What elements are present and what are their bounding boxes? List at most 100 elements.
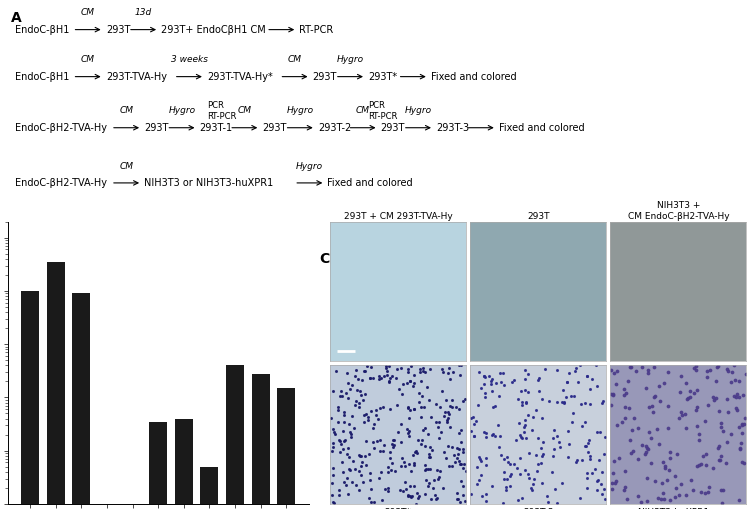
X-axis label: 293T-3: 293T-3	[523, 508, 553, 509]
Text: Hygro: Hygro	[168, 106, 195, 116]
Text: 293T+ EndoCβH1 CM: 293T+ EndoCβH1 CM	[161, 24, 266, 35]
Text: CM: CM	[119, 162, 133, 171]
Bar	[201, 467, 219, 509]
Point	[627, 262, 639, 270]
Point	[632, 163, 644, 171]
Point	[417, 102, 429, 110]
Point	[417, 415, 429, 423]
Point	[718, 77, 730, 86]
Point	[596, 38, 608, 46]
Point	[669, 87, 681, 95]
Text: CM: CM	[356, 106, 370, 116]
Text: Hygro: Hygro	[405, 106, 432, 116]
Point	[689, 298, 701, 306]
Text: Hygro: Hygro	[337, 55, 364, 64]
Point	[574, 125, 586, 133]
Text: 293T: 293T	[381, 123, 405, 133]
Point	[537, 343, 549, 351]
Point	[677, 73, 689, 81]
Text: EndoC-βH1: EndoC-βH1	[15, 72, 69, 81]
Text: C: C	[320, 252, 330, 266]
Point	[633, 37, 645, 45]
Text: Fixed and colored: Fixed and colored	[327, 178, 413, 188]
Text: Fixed and colored: Fixed and colored	[431, 72, 516, 81]
Point	[638, 355, 650, 363]
Point	[716, 238, 728, 246]
Text: 293T: 293T	[106, 24, 130, 35]
Point	[750, 151, 754, 159]
Title: NIH3T3 +
CM EndoC-βH2-TVA-Hy: NIH3T3 + CM EndoC-βH2-TVA-Hy	[627, 202, 729, 221]
Point	[676, 344, 688, 352]
Point	[671, 404, 683, 412]
Point	[670, 0, 682, 5]
Point	[559, 115, 572, 123]
Point	[723, 218, 735, 226]
Point	[686, 239, 698, 247]
Text: Hygro: Hygro	[296, 162, 323, 171]
Text: EndoC-βH2-TVA-Hy: EndoC-βH2-TVA-Hy	[15, 178, 107, 188]
Point	[678, 13, 690, 21]
Point	[619, 18, 631, 26]
Text: 293T: 293T	[144, 123, 169, 133]
Text: 3 weeks: 3 weeks	[171, 55, 208, 64]
Point	[539, 196, 551, 204]
Point	[423, 420, 435, 429]
Bar	[252, 375, 269, 509]
Text: CM: CM	[81, 55, 95, 64]
Point	[562, 4, 574, 12]
Text: PCR
RT-PCR: PCR RT-PCR	[207, 101, 237, 121]
Point	[590, 253, 602, 261]
Text: A: A	[11, 11, 22, 25]
Point	[495, 51, 507, 59]
Bar	[47, 262, 65, 509]
Point	[538, 262, 550, 270]
Point	[406, 244, 418, 252]
Text: Fixed and colored: Fixed and colored	[499, 123, 584, 133]
Bar	[226, 365, 244, 509]
Bar	[72, 293, 90, 509]
Point	[614, 209, 626, 217]
Point	[703, 45, 715, 53]
Text: 293T*: 293T*	[368, 72, 397, 81]
Bar	[21, 291, 39, 509]
Text: RT-PCR: RT-PCR	[299, 24, 334, 35]
Point	[513, 229, 525, 237]
Bar	[175, 418, 193, 509]
Bar	[149, 421, 167, 509]
Point	[697, 152, 709, 160]
Point	[471, 353, 483, 361]
Point	[729, 267, 741, 275]
Text: NIH3T3 or NIH3T3-huXPR1: NIH3T3 or NIH3T3-huXPR1	[144, 178, 274, 188]
Point	[615, 8, 627, 16]
Text: CM: CM	[288, 55, 302, 64]
Title: 293T: 293T	[527, 212, 550, 221]
Text: Hygro: Hygro	[287, 106, 314, 116]
Title: 293T + CM 293T-TVA-Hy: 293T + CM 293T-TVA-Hy	[344, 212, 452, 221]
Point	[673, 172, 685, 180]
Point	[592, 228, 604, 236]
Text: 13d: 13d	[135, 8, 152, 17]
Bar	[124, 504, 142, 509]
Point	[651, 127, 663, 135]
Point	[409, 350, 421, 358]
Text: EndoC-βH1: EndoC-βH1	[15, 24, 69, 35]
Point	[661, 0, 673, 6]
Text: EndoC-βH2-TVA-Hy: EndoC-βH2-TVA-Hy	[15, 123, 107, 133]
Point	[706, 0, 719, 7]
Point	[471, 304, 483, 313]
X-axis label: 293T*: 293T*	[385, 508, 412, 509]
Point	[656, 307, 668, 316]
Point	[508, 136, 520, 144]
Text: CM: CM	[81, 8, 95, 17]
Text: 293T-2: 293T-2	[318, 123, 351, 133]
Point	[418, 165, 430, 174]
X-axis label: NIH3T3-huXPR1 +
CM EndoC-βH2-TVA-Hy: NIH3T3-huXPR1 + CM EndoC-βH2-TVA-Hy	[627, 508, 729, 509]
Text: 293T-3: 293T-3	[436, 123, 469, 133]
Point	[593, 95, 605, 103]
Point	[690, 228, 702, 236]
Bar	[98, 504, 116, 509]
Text: CM: CM	[238, 106, 252, 116]
Text: 293T-1: 293T-1	[200, 123, 233, 133]
Text: 293T: 293T	[313, 72, 337, 81]
Text: CM: CM	[119, 106, 133, 116]
